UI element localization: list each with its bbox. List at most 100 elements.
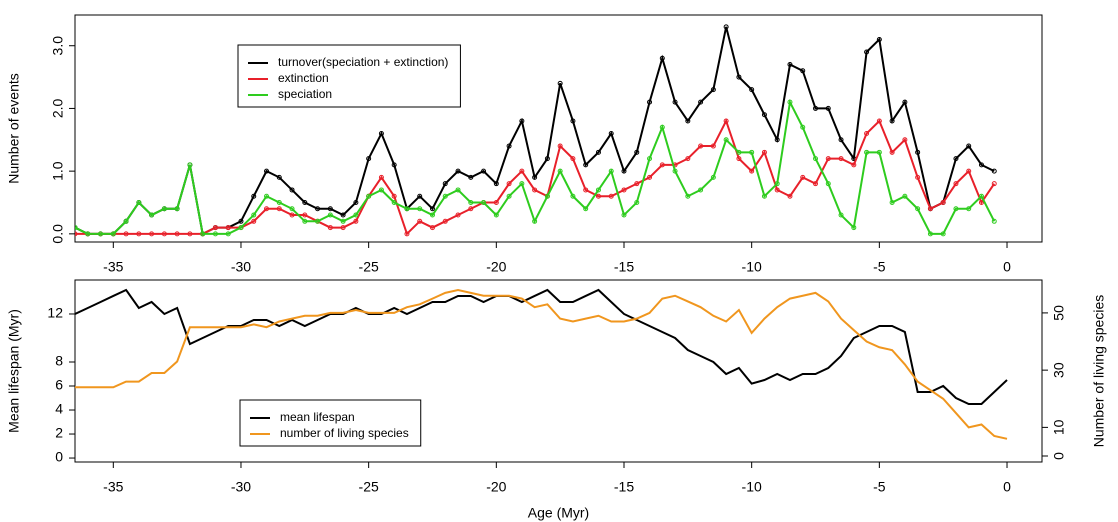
point: [672, 99, 678, 105]
point: [710, 143, 716, 149]
x-tick-label: -10: [742, 479, 762, 495]
point: [327, 225, 333, 231]
point: [787, 62, 793, 68]
point: [761, 193, 767, 199]
point: [876, 149, 882, 155]
series-line: [75, 98, 996, 235]
point: [583, 206, 589, 212]
point: [238, 218, 244, 224]
point: [391, 193, 397, 199]
point: [710, 174, 716, 180]
x-tick-label: -35: [103, 479, 123, 495]
point: [902, 137, 908, 143]
y-tick-label: 4: [55, 401, 63, 417]
point: [442, 218, 448, 224]
point: [915, 174, 921, 180]
point: [506, 181, 512, 187]
point: [953, 206, 959, 212]
series-line: [75, 288, 1008, 406]
point: [685, 156, 691, 162]
point: [761, 112, 767, 118]
point: [110, 231, 116, 237]
point: [889, 118, 895, 124]
point: [851, 162, 857, 168]
point: [774, 137, 780, 143]
x-tick-label: -20: [486, 259, 506, 275]
point: [136, 231, 142, 237]
legend-label: turnover(speciation + extinction): [278, 55, 448, 69]
x-tick-label: 0: [1003, 259, 1011, 275]
y-tick-label: 6: [55, 377, 63, 393]
point: [889, 149, 895, 155]
point: [927, 206, 933, 212]
point: [966, 143, 972, 149]
point: [672, 168, 678, 174]
x-tick-label: -5: [873, 479, 886, 495]
point: [647, 156, 653, 162]
point: [455, 187, 461, 193]
point: [723, 24, 729, 30]
point: [698, 143, 704, 149]
point: [647, 99, 653, 105]
point: [404, 206, 410, 212]
point: [225, 231, 231, 237]
point: [659, 55, 665, 61]
point: [391, 199, 397, 205]
point: [85, 231, 91, 237]
x-axis-label: Age (Myr): [528, 505, 589, 521]
x-tick-label: -15: [614, 259, 634, 275]
x-tick-label: -5: [873, 259, 886, 275]
point: [902, 193, 908, 199]
point: [429, 212, 435, 218]
point: [442, 193, 448, 199]
plot-frame: [74, 279, 1043, 463]
point: [953, 156, 959, 162]
point: [238, 225, 244, 231]
point: [264, 168, 270, 174]
legend: mean lifespan number of living species: [239, 399, 422, 447]
point: [519, 181, 525, 187]
plot-area: [75, 24, 997, 237]
legend-label: extinction: [278, 71, 329, 85]
point: [634, 199, 640, 205]
point: [429, 206, 435, 212]
point: [429, 225, 435, 231]
point: [225, 225, 231, 231]
point: [774, 187, 780, 193]
point: [583, 187, 589, 193]
point: [340, 225, 346, 231]
point: [851, 225, 857, 231]
point: [800, 124, 806, 130]
point: [825, 156, 831, 162]
point: [302, 212, 308, 218]
point: [659, 124, 665, 130]
point: [966, 168, 972, 174]
point: [493, 212, 499, 218]
legend-box: [239, 399, 422, 447]
point: [340, 212, 346, 218]
point: [621, 212, 627, 218]
point: [583, 162, 589, 168]
point: [391, 162, 397, 168]
x-tick-label: 0: [1003, 479, 1011, 495]
point: [838, 156, 844, 162]
point: [302, 218, 308, 224]
x-tick-label: -30: [231, 259, 251, 275]
x-tick-label: -25: [359, 479, 379, 495]
point: [493, 199, 499, 205]
point: [698, 99, 704, 105]
series-line: [75, 26, 995, 236]
point: [647, 174, 653, 180]
point: [340, 218, 346, 224]
point: [98, 231, 104, 237]
point: [468, 206, 474, 212]
point: [161, 231, 167, 237]
point: [698, 187, 704, 193]
point: [838, 137, 844, 143]
point: [557, 80, 563, 86]
point: [608, 193, 614, 199]
point: [327, 212, 333, 218]
point: [519, 168, 525, 174]
y2-tick-label: 30: [1051, 362, 1067, 378]
